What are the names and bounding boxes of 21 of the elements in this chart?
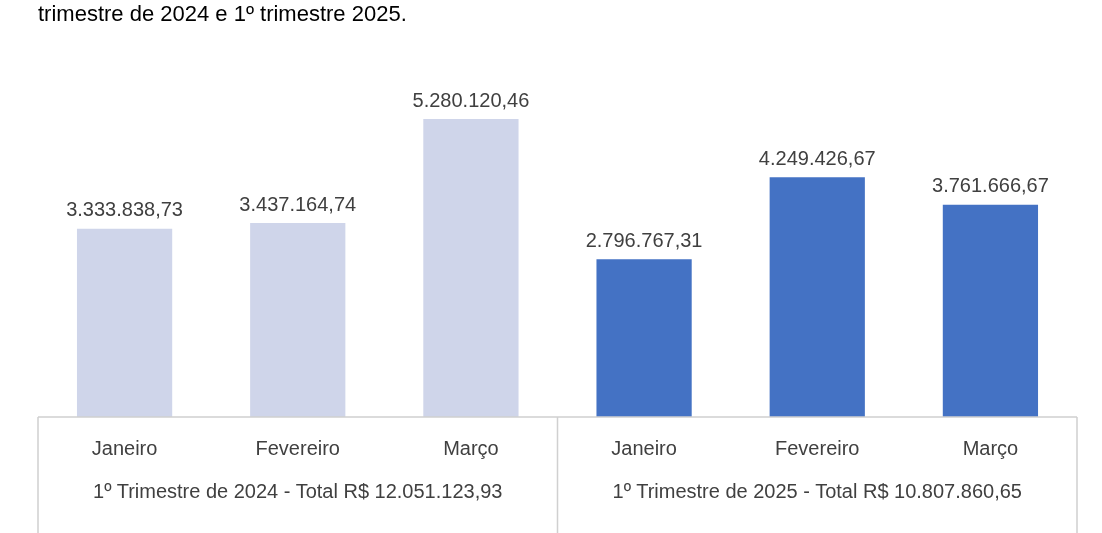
- text: 1º Trimestre de 2024 - Total R$ 12.051.123,93: [93, 479, 503, 502]
- x-tick-label: Março: [443, 436, 499, 459]
- data-label: 2.796.767,31: [585, 228, 703, 251]
- bar: [250, 223, 346, 417]
- x-tick-label: Fevereiro: [255, 436, 340, 459]
- bar: [942, 204, 1039, 417]
- x-tick-label: Fevereiro: [775, 436, 860, 459]
- data-label: 3.437.164,74: [239, 192, 357, 215]
- data-label: 5.280.120,46: [412, 88, 530, 111]
- text: 1º Trimestre de 2025 - Total R$ 10.807.860,65: [612, 479, 1022, 502]
- bar: [596, 259, 692, 417]
- bar: [769, 177, 865, 417]
- x-tick-label: Janeiro: [91, 436, 158, 459]
- data-label: 3.761.666,67: [932, 174, 1049, 197]
- data-label: 3.333.838,73: [66, 198, 183, 221]
- data-label: 4.249.426,67: [758, 146, 876, 169]
- bar: [76, 228, 173, 417]
- x-tick-label: Março: [962, 436, 1019, 459]
- x-tick-label: Janeiro: [611, 436, 677, 459]
- bar: [423, 119, 519, 417]
- chart-title: trimestre de 2024 e 1º trimestre 2025.: [38, 1, 407, 27]
